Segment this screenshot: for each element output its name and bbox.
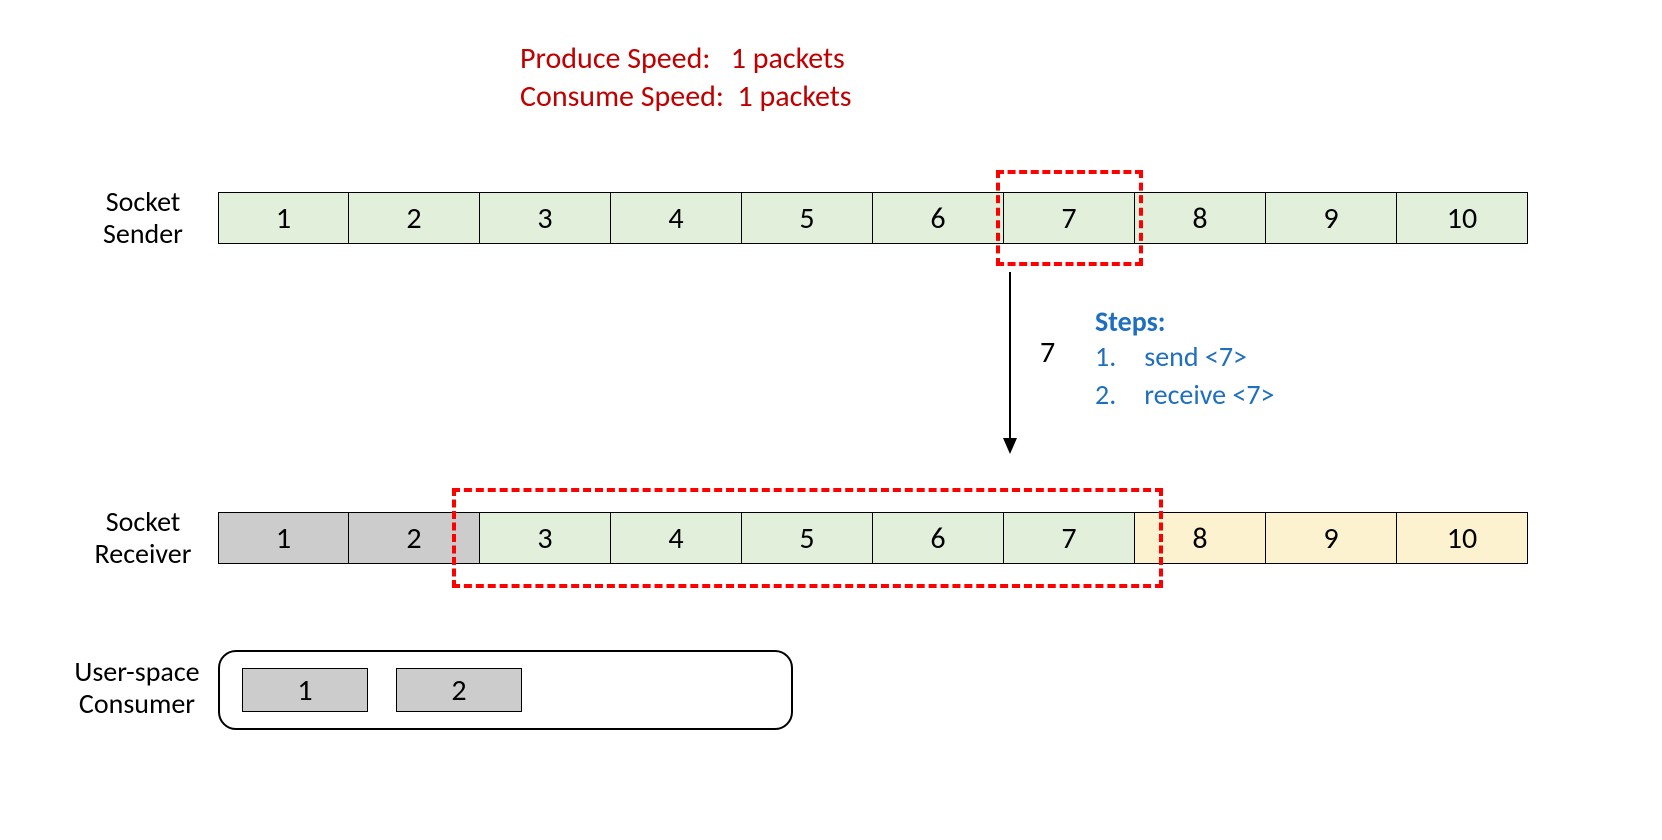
sender-highlight <box>996 170 1143 266</box>
produce-speed-value: 1 packets <box>731 40 845 77</box>
steps-title: Steps: <box>1095 304 1165 339</box>
buffer-cell: 8 <box>1135 192 1266 244</box>
sender-buffer: 12345678910 <box>218 192 1528 244</box>
buffer-cell: 10 <box>1397 512 1528 564</box>
steps-list: 1. send <7>2. receive <7> <box>1095 338 1275 414</box>
consume-speed-label: Consume Speed: <box>520 78 724 115</box>
buffer-cell: 2 <box>349 192 480 244</box>
consumer-label: User-space Consumer <box>58 656 216 720</box>
consumer-box: 12 <box>218 650 793 730</box>
buffer-cell: 9 <box>1266 512 1397 564</box>
buffer-cell: 1 <box>218 192 349 244</box>
consumer-cell: 2 <box>396 668 522 712</box>
buffer-cell: 1 <box>218 512 349 564</box>
consume-speed-value: 1 packets <box>738 78 852 115</box>
transfer-arrow <box>1009 272 1011 440</box>
buffer-cell: 4 <box>611 192 742 244</box>
buffer-cell: 5 <box>742 192 873 244</box>
buffer-cell: 6 <box>873 192 1004 244</box>
produce-speed-label: Produce Speed: <box>520 40 710 77</box>
steps-item: 1. send <7> <box>1095 338 1275 376</box>
buffer-cell: 3 <box>480 192 611 244</box>
steps-item: 2. receive <7> <box>1095 376 1275 414</box>
consumer-cell: 1 <box>242 668 368 712</box>
buffer-cell: 9 <box>1266 192 1397 244</box>
receiver-highlight <box>452 488 1163 588</box>
transfer-arrow-label: 7 <box>1040 334 1055 371</box>
transfer-arrow-head <box>1003 438 1017 454</box>
speed-block: Produce Speed: 1 packets Consume Speed: … <box>520 40 852 115</box>
buffer-cell: 10 <box>1397 192 1528 244</box>
receiver-label: Socket Receiver <box>80 506 206 570</box>
sender-label: Socket Sender <box>88 186 198 250</box>
